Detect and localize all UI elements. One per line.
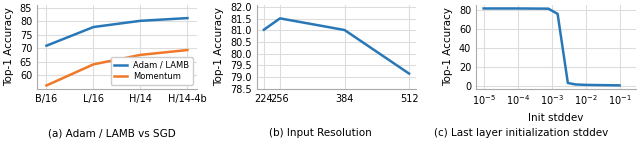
Momentum <box>184 49 191 51</box>
X-axis label: Init stddev: Init stddev <box>528 113 584 123</box>
Legend: Adam / LAMB, Momentum: Adam / LAMB, Momentum <box>111 57 193 84</box>
Momentum <box>43 84 51 86</box>
Line: Adam / LAMB: Adam / LAMB <box>47 18 188 46</box>
Adam / LAMB <box>136 20 144 22</box>
Y-axis label: Top-1 Accuracy: Top-1 Accuracy <box>214 7 225 86</box>
Line: Momentum: Momentum <box>47 50 188 85</box>
Text: (a) Adam / LAMB vs SGD: (a) Adam / LAMB vs SGD <box>48 128 176 138</box>
Momentum <box>136 54 144 56</box>
Adam / LAMB <box>184 17 191 19</box>
Adam / LAMB <box>43 45 51 47</box>
Text: (b) Input Resolution: (b) Input Resolution <box>269 128 371 138</box>
Y-axis label: Top-1 Accuracy: Top-1 Accuracy <box>444 7 453 86</box>
Y-axis label: Top-1 Accuracy: Top-1 Accuracy <box>4 7 14 86</box>
Adam / LAMB <box>90 26 97 28</box>
Text: (c) Last layer initialization stddev: (c) Last layer initialization stddev <box>435 128 609 138</box>
Momentum <box>90 63 97 65</box>
